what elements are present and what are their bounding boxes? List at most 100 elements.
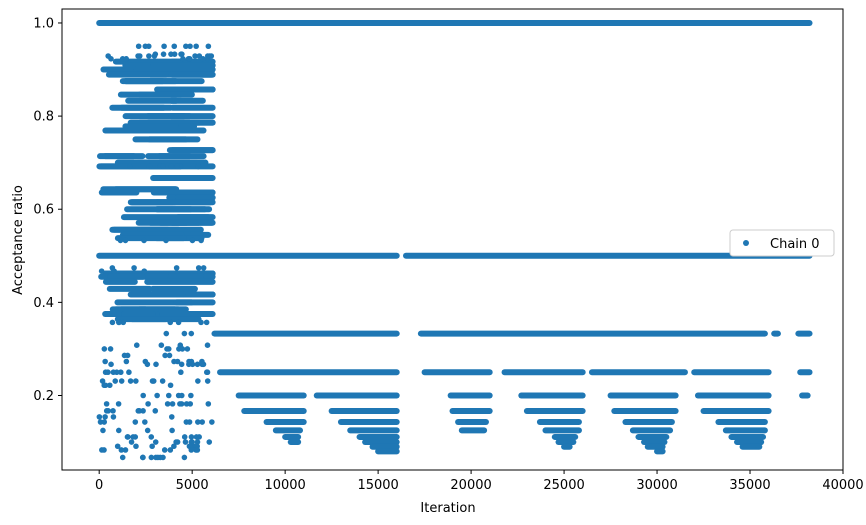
data-point [149, 443, 155, 450]
y-tick-label: 0.8 [33, 110, 54, 125]
data-point [110, 408, 116, 414]
data-point [188, 392, 194, 399]
x-tick-label: 5000 [176, 478, 209, 493]
data-point [146, 163, 153, 170]
data-point [184, 346, 191, 352]
data-point [103, 401, 110, 407]
x-tick-label: 15000 [357, 478, 398, 493]
data-point [139, 454, 146, 461]
data-point [107, 346, 114, 352]
data-point [194, 361, 201, 368]
data-point [146, 53, 152, 59]
data-point [148, 434, 155, 440]
data-point [150, 378, 157, 384]
data-point [105, 408, 111, 414]
data-point [159, 378, 166, 384]
data-point [148, 454, 155, 461]
data-point [133, 378, 139, 384]
data-point [203, 319, 210, 326]
data-point [158, 342, 165, 349]
data-point [122, 447, 129, 453]
data-point [109, 319, 116, 326]
data-point [123, 358, 130, 365]
data-point [96, 414, 103, 420]
data-point [168, 51, 174, 57]
data-point [102, 414, 108, 420]
x-tick-label: 35000 [729, 478, 770, 493]
data-point [161, 43, 167, 50]
data-point [119, 454, 126, 461]
data-point [182, 439, 189, 445]
data-points [96, 19, 813, 461]
legend: Chain 0 [729, 229, 835, 257]
data-point [171, 443, 177, 450]
x-tick-label: 10000 [264, 478, 305, 493]
data-point [169, 401, 176, 407]
x-tick-label: 0 [95, 478, 103, 493]
data-point [105, 369, 111, 376]
data-point [163, 330, 170, 337]
data-point [141, 268, 148, 274]
x-tick-label: 40000 [822, 478, 863, 493]
data-point [145, 401, 151, 407]
data-point [97, 419, 104, 425]
data-point [192, 53, 198, 59]
legend-marker [743, 240, 749, 246]
data-point [204, 56, 211, 62]
data-point [153, 361, 159, 368]
data-point [127, 163, 133, 170]
data-point [117, 369, 124, 376]
data-point [135, 53, 141, 59]
x-axis-label: Iteration [420, 501, 475, 516]
data-point [187, 401, 194, 407]
x-tick-label: 30000 [636, 478, 677, 493]
data-point [168, 414, 175, 420]
data-point [167, 447, 174, 453]
data-point [144, 427, 151, 434]
data-point [171, 43, 178, 50]
plot-frame [61, 8, 844, 471]
data-point [154, 392, 160, 399]
data-point [114, 443, 121, 450]
data-point [204, 342, 211, 349]
data-point [163, 237, 169, 244]
data-point [140, 392, 147, 399]
data-point [183, 43, 189, 50]
data-point [100, 427, 106, 434]
data-point [204, 378, 211, 384]
y-tick-label: 0.6 [33, 203, 54, 218]
data-point [130, 434, 136, 440]
data-point [196, 434, 202, 440]
data-point [112, 378, 119, 384]
data-point [122, 237, 129, 244]
data-point [121, 352, 128, 359]
data-point [133, 342, 140, 349]
data-point [160, 51, 167, 57]
data-point [118, 447, 125, 453]
x-tick-label: 25000 [543, 478, 584, 493]
data-point [118, 378, 125, 384]
data-point [142, 419, 148, 425]
data-point [189, 237, 196, 244]
data-point [128, 439, 135, 445]
data-point [181, 454, 188, 461]
legend-label: Chain 0 [770, 237, 820, 252]
data-point [178, 361, 185, 368]
y-axis-label: Acceptance ratio [11, 185, 26, 295]
data-point [175, 319, 182, 326]
data-point [186, 56, 193, 62]
data-point [167, 319, 174, 326]
data-point [99, 378, 106, 384]
data-point [199, 419, 206, 425]
data-point [120, 319, 127, 326]
data-point [195, 163, 202, 170]
data-point [186, 361, 192, 368]
data-point [200, 56, 206, 62]
data-point [167, 382, 174, 389]
data-point [178, 401, 185, 407]
data-point [169, 427, 175, 434]
data-point [179, 51, 185, 57]
data-point [131, 265, 137, 271]
data-point [195, 419, 201, 425]
